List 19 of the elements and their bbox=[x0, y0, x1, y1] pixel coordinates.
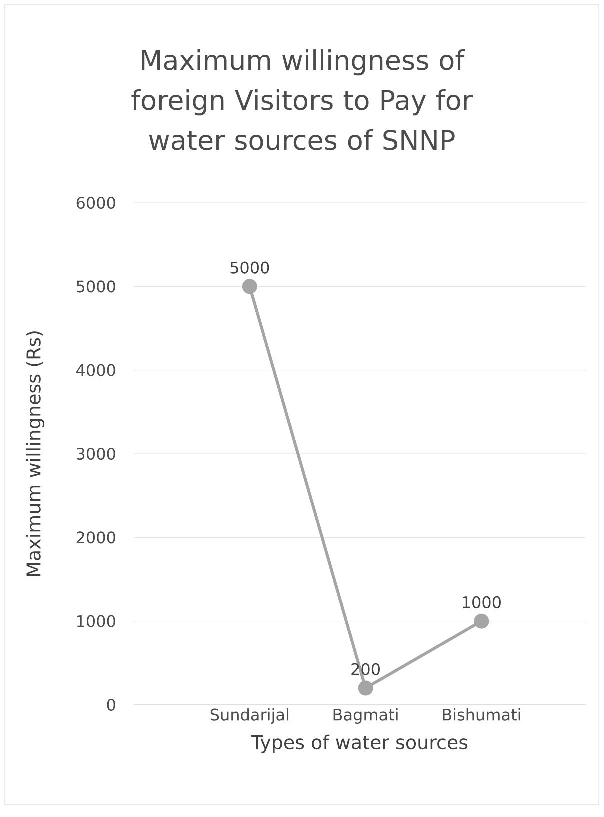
point bbox=[358, 680, 374, 696]
y-tick-label: 5000 bbox=[76, 280, 116, 293]
y-tick-label: 3000 bbox=[76, 448, 116, 460]
x-tick-label: Bagmati bbox=[334, 708, 398, 724]
y-tick-label: 1000 bbox=[78, 615, 116, 628]
data-label: 200 bbox=[352, 663, 380, 676]
y-tick-label: 4000 bbox=[76, 364, 116, 376]
data-label: 1000 bbox=[463, 596, 501, 608]
y-tick-label: 2000 bbox=[76, 532, 116, 544]
x-axis-title: Types of water sources bbox=[251, 734, 468, 754]
y-axis-title: Maximum willingness (Rs) bbox=[26, 332, 45, 576]
y-tick-label: 6000 bbox=[76, 196, 116, 210]
x-tick-label: Bishumati bbox=[443, 708, 520, 721]
x-tick-label: Sundarijal bbox=[210, 708, 288, 724]
chart-title: Maximum willingness of foreign Visitors to Pay for water sources of SNNP bbox=[132, 50, 473, 150]
point bbox=[242, 279, 258, 294]
point bbox=[474, 614, 490, 629]
data-label: 5000 bbox=[230, 262, 270, 274]
y-tick-label: 0 bbox=[107, 698, 116, 712]
